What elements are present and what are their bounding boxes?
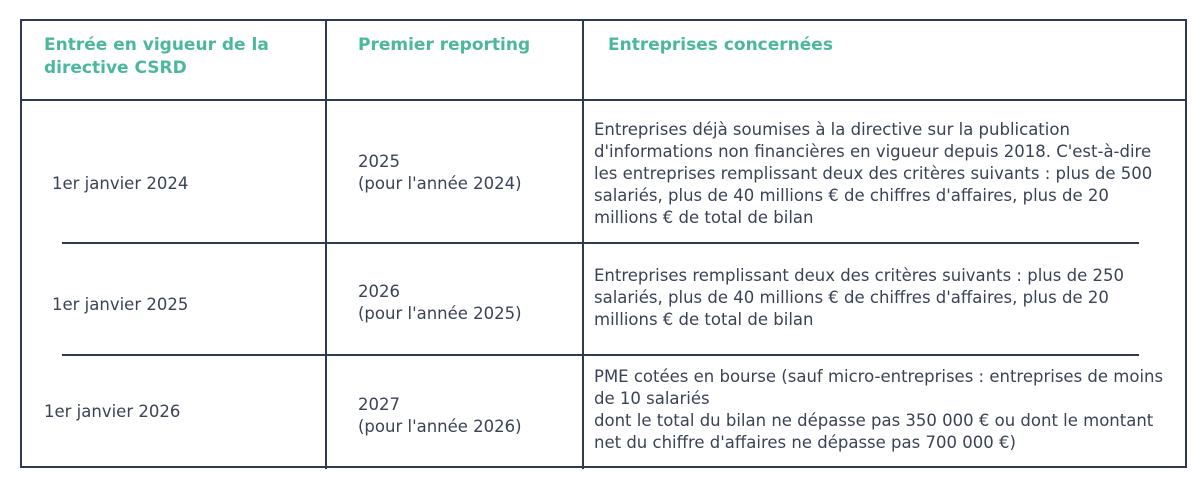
row2-reporting-note: (pour l'année 2025) <box>358 304 522 323</box>
row2-entry: 1er janvier 2025 <box>52 295 189 314</box>
row-divider <box>62 242 1139 244</box>
header-companies: Entreprises concernées <box>608 35 833 55</box>
column-divider <box>582 19 584 469</box>
table-border <box>20 19 1187 468</box>
row3-reporting-year: 2027 <box>358 395 400 414</box>
row3-companies: PME cotées en bourse (sauf micro-entrepr… <box>594 367 1164 452</box>
column-divider <box>325 19 327 469</box>
row-divider <box>62 354 1139 356</box>
row2-reporting-year: 2026 <box>358 282 400 301</box>
row1-entry: 1er janvier 2024 <box>52 174 189 193</box>
row2-companies: Entreprises remplissant deux des critère… <box>594 266 1124 329</box>
row1-companies: Entreprises déjà soumises à la directive… <box>594 120 1153 227</box>
header-divider <box>20 99 1187 101</box>
header-reporting: Premier reporting <box>358 35 531 55</box>
row1-reporting-note: (pour l'année 2024) <box>358 174 522 193</box>
header-entry: Entrée en vigueur de la directive CSRD <box>44 35 269 78</box>
row3-reporting-note: (pour l'année 2026) <box>358 417 522 436</box>
row1-reporting-year: 2025 <box>358 152 400 171</box>
row3-entry: 1er janvier 2026 <box>44 402 181 421</box>
